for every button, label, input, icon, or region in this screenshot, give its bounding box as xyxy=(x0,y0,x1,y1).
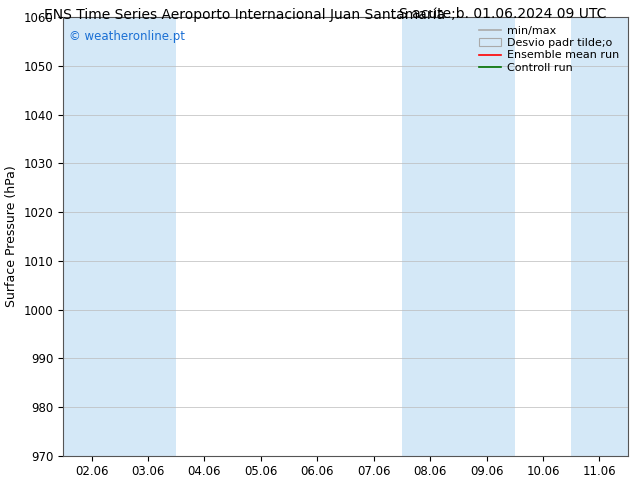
Y-axis label: Surface Pressure (hPa): Surface Pressure (hPa) xyxy=(5,166,18,307)
Text: © weatheronline.pt: © weatheronline.pt xyxy=(69,30,185,43)
Legend: min/max, Desvio padr tilde;o, Ensemble mean run, Controll run: min/max, Desvio padr tilde;o, Ensemble m… xyxy=(476,23,622,76)
Bar xyxy=(571,17,628,456)
Bar xyxy=(63,17,120,456)
Bar xyxy=(120,17,176,456)
Bar xyxy=(402,17,458,456)
Bar xyxy=(458,17,515,456)
Text: ENS Time Series Aeroporto Internacional Juan Santamaría: ENS Time Series Aeroporto Internacional … xyxy=(44,7,446,22)
Text: S acute;b. 01.06.2024 09 UTC: S acute;b. 01.06.2024 09 UTC xyxy=(399,7,607,22)
